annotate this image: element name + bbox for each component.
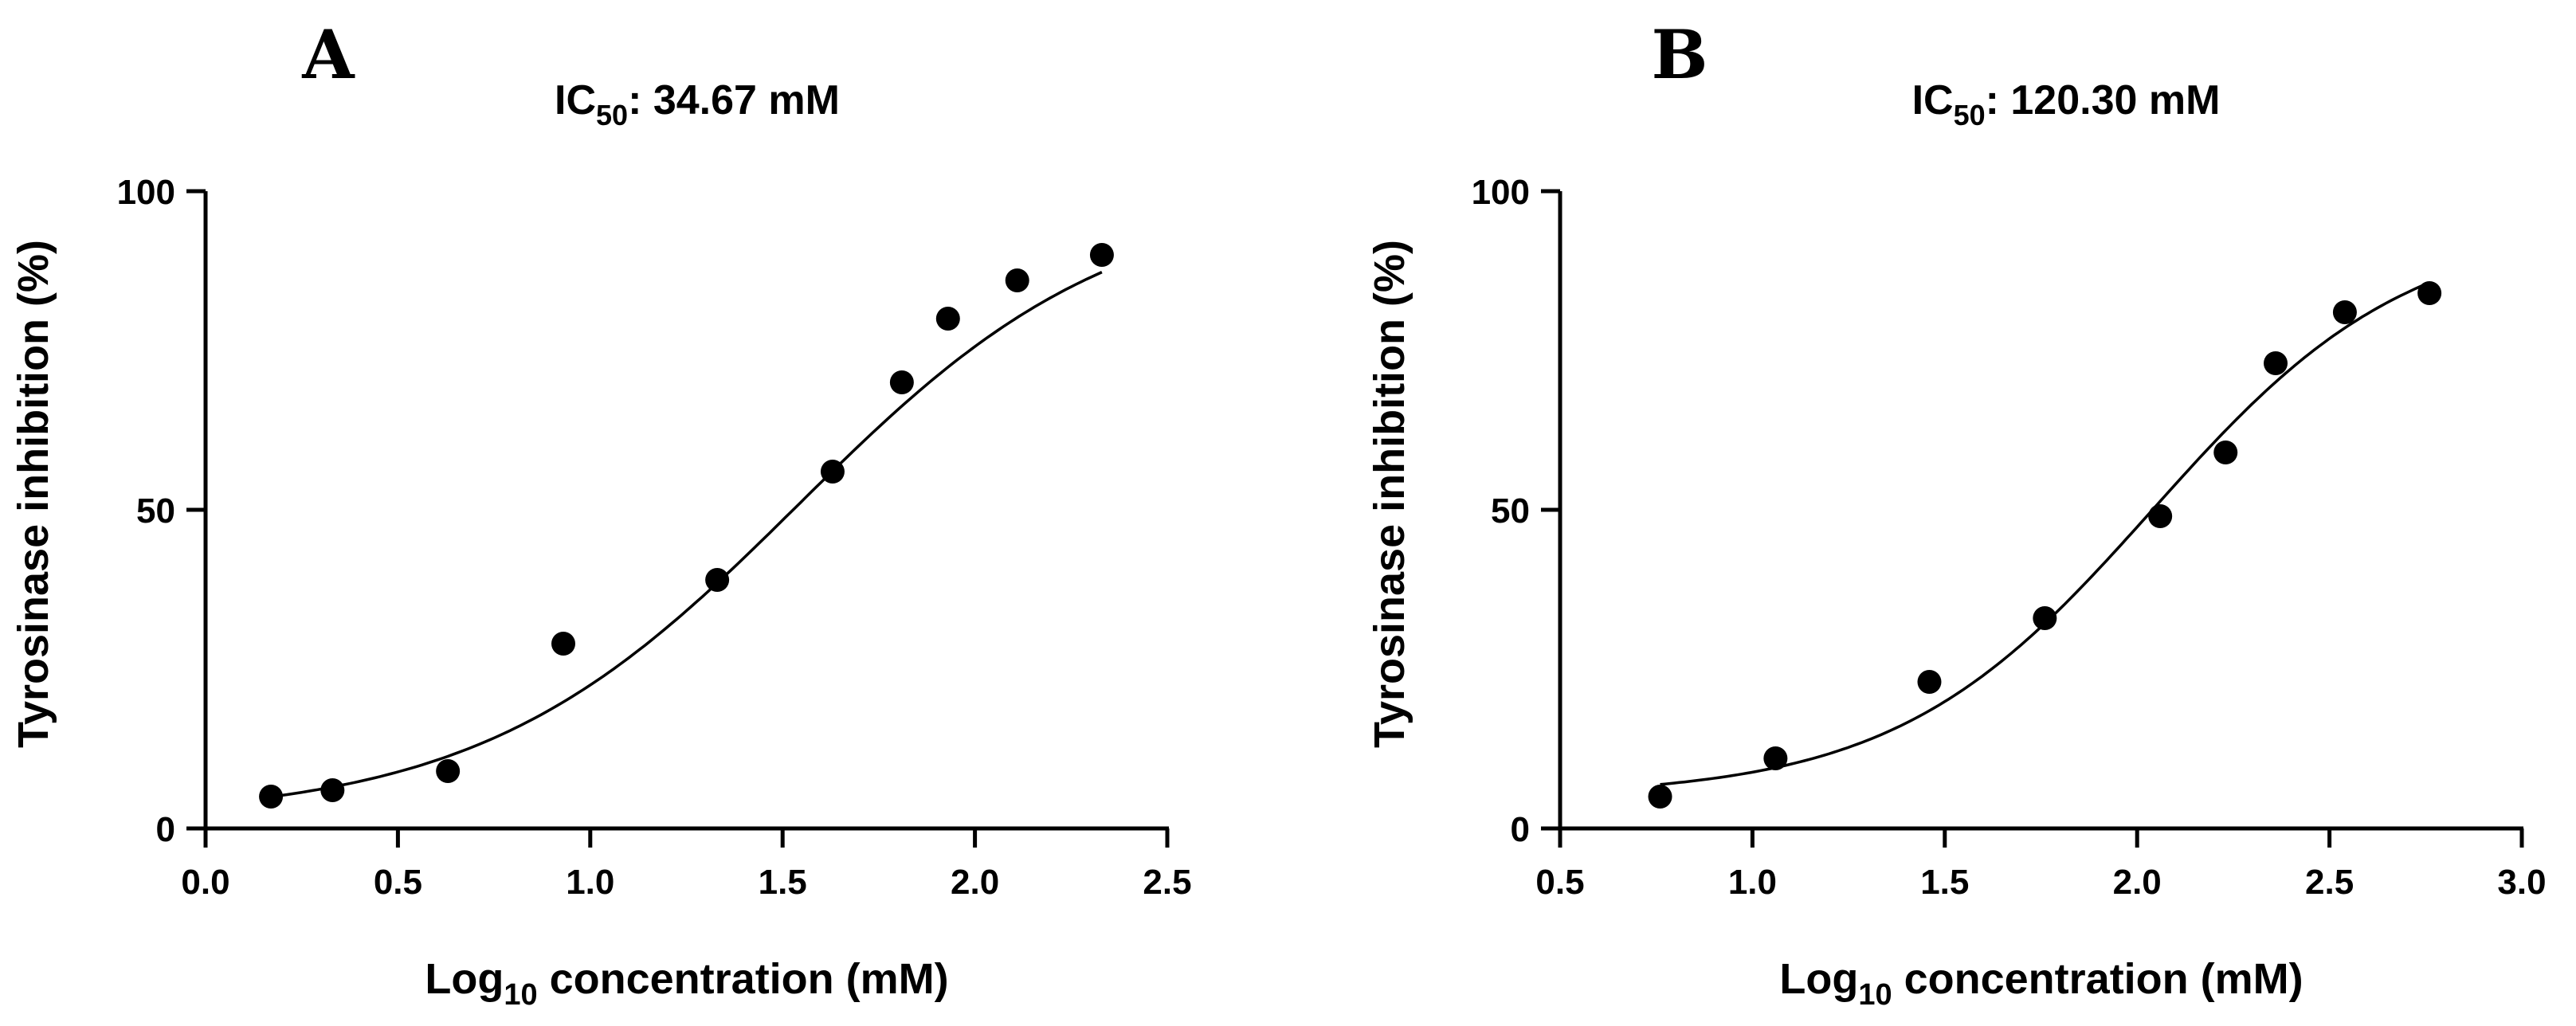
plot-area: 0.0 0.5 1.0 1.5 2.0 2.5 0 50 100 — [117, 173, 1192, 902]
data-point — [820, 460, 845, 484]
xlabel-rest: concentration (mM) — [538, 955, 949, 1003]
data-point — [2332, 300, 2357, 324]
panel-letter: B — [1652, 15, 1708, 94]
y-tick-label: 50 — [136, 491, 175, 531]
title-main: IC — [1912, 77, 1954, 123]
data-point — [2033, 606, 2057, 630]
x-axis-label: Log10 concentration (mM) — [1779, 955, 2303, 1012]
x-tick-label: 2.5 — [1143, 863, 1191, 902]
title-subscript: 50 — [1954, 99, 1986, 131]
data-point — [320, 778, 345, 802]
fit-curve — [1660, 281, 2430, 786]
xlabel-subscript: 10 — [1858, 978, 1892, 1012]
data-point — [2213, 441, 2238, 464]
title-rest: : 120.30 mM — [1986, 77, 2221, 123]
data-point — [889, 370, 914, 394]
x-tick-label: 1.5 — [759, 863, 807, 902]
data-point — [2148, 504, 2173, 528]
x-tick-label: 2.0 — [951, 863, 999, 902]
data-point — [2417, 281, 2442, 305]
data-point — [935, 307, 960, 331]
y-tick-label: 50 — [1491, 491, 1530, 531]
data-point — [551, 632, 576, 656]
x-tick-label: 0.0 — [181, 863, 229, 902]
data-point — [436, 759, 461, 783]
data-point — [1917, 670, 1942, 694]
panel-letter: A — [301, 15, 355, 94]
x-tick-label: 0.5 — [374, 863, 422, 902]
y-tick-label: 0 — [1511, 810, 1530, 849]
xlabel-rest: concentration (mM) — [1892, 955, 2304, 1003]
xlabel-subscript: 10 — [504, 978, 537, 1012]
chart-title: IC50: 34.67 mM — [555, 77, 840, 131]
x-tick-label: 3.0 — [2497, 863, 2546, 902]
data-point — [1089, 243, 1114, 267]
y-axis-label: Tyrosinase inhibition (%) — [1366, 240, 1413, 748]
fit-curve — [270, 271, 1103, 799]
x-tick-label: 0.5 — [1535, 863, 1584, 902]
x-tick-label: 2.0 — [2113, 863, 2162, 902]
title-subscript: 50 — [596, 99, 628, 131]
y-tick-label: 100 — [117, 173, 175, 212]
xlabel-main: Log — [1779, 955, 1858, 1003]
x-tick-label: 1.0 — [1728, 863, 1777, 902]
data-point — [705, 568, 730, 592]
x-tick-label: 2.5 — [2305, 863, 2354, 902]
chart-title: IC50: 120.30 mM — [1912, 77, 2221, 131]
x-tick-label: 1.5 — [1920, 863, 1969, 902]
data-point — [2264, 351, 2288, 375]
y-tick-label: 100 — [1472, 173, 1530, 212]
title-rest: : 34.67 mM — [628, 77, 840, 123]
panel-b: B IC50: 120.30 mM Tyrosinase inhibition … — [1366, 15, 2547, 1012]
y-axis-label: Tyrosinase inhibition (%) — [10, 240, 57, 748]
panel-a: A IC50: 34.67 mM Tyrosinase inhibition (… — [10, 15, 1192, 1012]
x-tick-label: 1.0 — [566, 863, 614, 902]
xlabel-main: Log — [425, 955, 504, 1003]
data-point — [1648, 785, 1672, 809]
y-tick-label: 0 — [156, 810, 175, 849]
plot-area: 0.5 1.0 1.5 2.0 2.5 3.0 0 50 100 — [1472, 173, 2547, 902]
title-main: IC — [555, 77, 596, 123]
data-point — [259, 785, 284, 809]
data-point — [1763, 746, 1788, 770]
x-axis-label: Log10 concentration (mM) — [425, 955, 948, 1012]
data-point — [1005, 268, 1029, 292]
